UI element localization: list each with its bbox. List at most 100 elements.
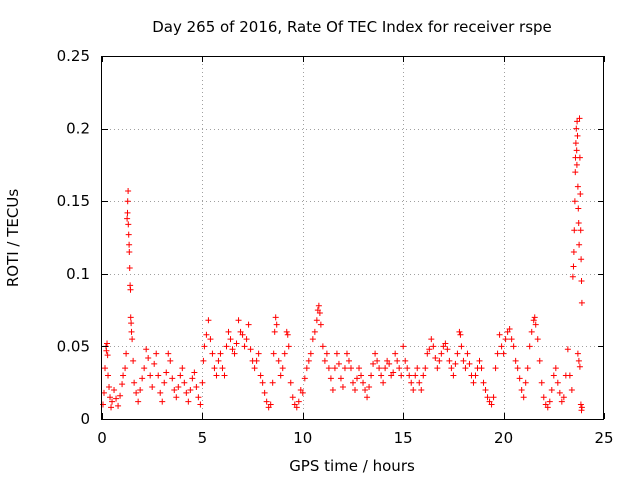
data-point <box>432 355 439 362</box>
data-point <box>126 241 133 248</box>
data-point <box>538 379 545 386</box>
data-point <box>143 346 150 353</box>
data-point <box>575 357 582 364</box>
data-point <box>514 365 521 372</box>
data-point <box>171 386 178 393</box>
y-tick-label: 0.15 <box>57 192 90 210</box>
data-point <box>560 394 567 401</box>
data-point <box>578 256 585 263</box>
data-point <box>578 404 585 411</box>
data-point <box>147 372 154 379</box>
data-point <box>516 375 523 382</box>
data-point <box>153 350 160 357</box>
data-point <box>200 357 207 364</box>
data-point <box>313 317 320 324</box>
data-point <box>458 343 465 350</box>
data-point <box>163 369 170 376</box>
data-point <box>356 365 363 372</box>
data-point <box>227 336 234 343</box>
data-point <box>460 357 467 364</box>
data-point <box>532 321 539 328</box>
data-point <box>540 394 547 401</box>
data-point <box>352 386 359 393</box>
data-point <box>299 389 306 396</box>
data-point <box>442 340 449 347</box>
data-point <box>510 343 517 350</box>
data-point <box>350 379 356 386</box>
data-point <box>124 198 131 205</box>
data-point <box>209 350 216 357</box>
data-point <box>512 357 519 364</box>
data-point <box>404 365 411 372</box>
x-tick-label: 25 <box>594 429 613 447</box>
data-point <box>457 331 464 338</box>
data-point <box>167 357 174 364</box>
data-point <box>331 365 338 372</box>
data-point <box>285 343 292 350</box>
data-point <box>287 379 294 386</box>
data-point <box>277 372 284 379</box>
data-point <box>420 372 427 379</box>
data-point <box>199 379 206 386</box>
data-point <box>106 384 113 391</box>
data-point <box>102 365 109 372</box>
data-point <box>424 350 431 357</box>
data-point <box>531 314 538 321</box>
data-point <box>333 350 340 357</box>
data-point <box>161 379 168 386</box>
data-point <box>571 227 578 234</box>
data-point <box>159 398 166 405</box>
data-point <box>434 365 441 372</box>
data-point <box>576 154 583 161</box>
data-point <box>360 379 367 386</box>
data-point <box>289 394 296 401</box>
data-point <box>362 386 369 393</box>
data-point <box>574 350 581 357</box>
data-point <box>570 249 577 256</box>
data-point <box>284 331 291 338</box>
data-point <box>104 340 111 347</box>
data-point <box>267 401 274 408</box>
data-point <box>358 372 365 379</box>
data-point <box>235 317 242 324</box>
data-point <box>316 310 323 317</box>
data-point <box>126 249 133 256</box>
x-axis-label: GPS time / hours <box>289 457 415 475</box>
data-point <box>181 379 188 386</box>
data-point <box>139 375 146 382</box>
data-point <box>104 352 111 359</box>
data-point <box>414 365 421 372</box>
data-point <box>378 372 385 379</box>
data-point <box>464 350 471 357</box>
data-point <box>311 328 318 335</box>
data-point <box>105 372 112 379</box>
data-point <box>127 286 134 293</box>
data-point <box>175 384 182 391</box>
data-point <box>195 394 202 401</box>
data-point <box>203 331 210 338</box>
data-point <box>183 389 190 396</box>
data-point <box>496 331 503 338</box>
data-point <box>454 350 461 357</box>
data-point <box>575 205 582 212</box>
data-point <box>396 365 403 372</box>
data-point <box>177 372 184 379</box>
data-point <box>327 375 334 382</box>
data-point <box>169 375 176 382</box>
data-point <box>573 147 580 154</box>
data-point <box>569 273 576 280</box>
data-point <box>126 264 133 271</box>
x-tick-label: 15 <box>394 429 413 447</box>
data-point <box>211 365 218 372</box>
data-point <box>470 379 477 386</box>
chart-title: Day 265 of 2016, Rate Of TEC Index for r… <box>152 18 552 36</box>
data-point <box>201 343 208 350</box>
data-point <box>568 386 575 393</box>
data-point <box>205 317 212 324</box>
data-point <box>259 379 266 386</box>
data-point <box>484 394 491 401</box>
data-point <box>428 336 435 343</box>
y-tick-label: 0.1 <box>66 265 90 283</box>
data-point <box>446 357 453 364</box>
data-point <box>345 357 352 364</box>
